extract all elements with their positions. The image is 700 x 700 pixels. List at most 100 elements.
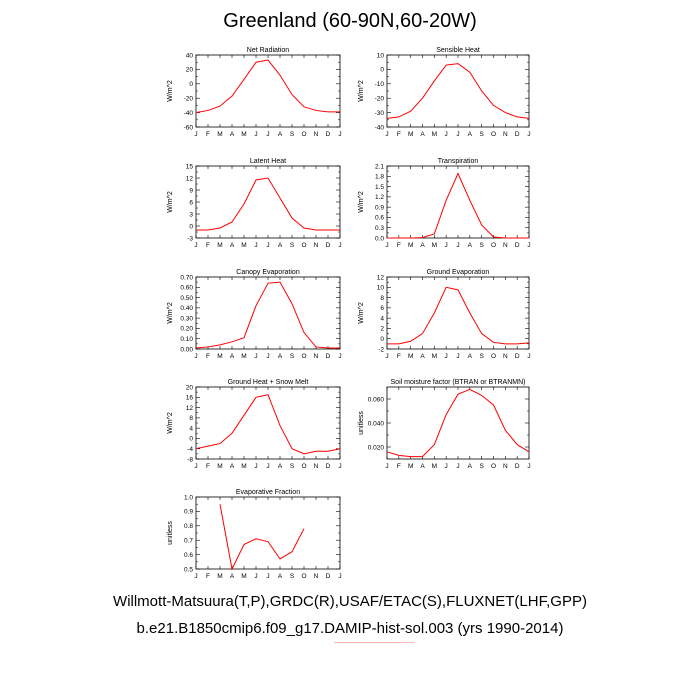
x-tick-label: A [230, 463, 235, 470]
y-axis-label: W/m^2 [167, 191, 174, 213]
y-tick-label: 2.1 [375, 163, 384, 170]
x-tick-label: S [479, 353, 484, 360]
x-tick-label: J [338, 131, 341, 138]
y-tick-label: 0.60 [180, 285, 193, 292]
x-tick-label: D [326, 131, 331, 138]
x-tick-label: N [314, 131, 319, 138]
y-tick-label: 12 [377, 274, 385, 281]
x-tick-label: J [385, 242, 388, 249]
y-tick-label: 1.5 [375, 184, 384, 191]
x-tick-label: J [445, 242, 448, 249]
y-axis-label: W/m^2 [167, 302, 174, 324]
x-tick-label: O [301, 353, 306, 360]
series-line [386, 388, 530, 458]
y-axis-label: unitless [358, 411, 365, 435]
panel-title: Transpiration [438, 158, 479, 165]
plot-frame [195, 386, 341, 460]
y-tick-label: 40 [186, 52, 194, 59]
y-tick-label: 0.20 [180, 326, 193, 333]
x-tick-label: M [432, 353, 437, 360]
series-line [196, 177, 340, 231]
x-tick-label: J [194, 573, 197, 580]
chart-panel-8: Soil moisture factor (BTRAN or BTRANMN) J… [358, 379, 531, 470]
x-tick-label: M [408, 131, 413, 138]
x-tick-label: M [408, 242, 413, 249]
x-tick-label: M [241, 463, 246, 470]
x-tick-label: J [456, 242, 459, 249]
y-tick-label: 0.7 [184, 538, 193, 545]
x-tick-label: O [301, 463, 306, 470]
y-axis-label: W/m^2 [358, 80, 365, 102]
x-tick-label: M [432, 131, 437, 138]
y-tick-label: 0.060 [368, 396, 385, 403]
y-tick-label: 2 [380, 326, 384, 333]
x-tick-label: J [254, 463, 257, 470]
x-tick-label: M [241, 131, 246, 138]
panel-title: Sensible Heat [436, 47, 480, 54]
x-tick-label: A [230, 131, 235, 138]
x-tick-label: A [278, 463, 283, 470]
x-tick-label: J [445, 463, 448, 470]
x-tick-label: D [326, 242, 331, 249]
y-tick-label: 16 [186, 395, 194, 402]
x-tick-label: F [206, 353, 210, 360]
x-tick-label: S [290, 242, 295, 249]
x-tick-label: J [254, 573, 257, 580]
x-tick-label: J [266, 131, 269, 138]
panel-title: Ground Heat + Snow Melt [228, 379, 309, 386]
y-tick-label: 0 [189, 223, 193, 230]
x-tick-label: F [206, 242, 210, 249]
x-tick-label: J [194, 242, 197, 249]
series-line [387, 286, 530, 345]
y-tick-label: -2 [378, 346, 384, 353]
x-tick-label: M [408, 463, 413, 470]
x-tick-label: J [456, 131, 459, 138]
y-tick-label: 4 [380, 315, 384, 322]
x-tick-label: A [420, 463, 425, 470]
y-tick-label: 20 [186, 67, 194, 74]
y-tick-label: 0.10 [180, 336, 193, 343]
x-tick-label: F [206, 463, 210, 470]
y-tick-label: 12 [186, 175, 194, 182]
y-tick-label: 0.9 [184, 509, 193, 516]
y-tick-label: 0.0 [375, 235, 384, 242]
x-tick-label: A [468, 353, 473, 360]
x-tick-label: J [456, 353, 459, 360]
y-tick-label: -8 [187, 456, 193, 463]
y-tick-label: 20 [186, 384, 194, 391]
x-tick-label: S [479, 242, 484, 249]
x-tick-label: S [290, 573, 295, 580]
x-tick-label: J [527, 463, 530, 470]
plot-frame [386, 165, 530, 239]
y-tick-label: 10 [377, 285, 385, 292]
y-tick-label: 0.00 [180, 346, 193, 353]
x-tick-label: F [397, 353, 401, 360]
panel-title: Evaporative Fraction [236, 489, 300, 496]
x-tick-label: J [194, 463, 197, 470]
x-tick-label: N [503, 353, 508, 360]
x-tick-label: A [468, 463, 473, 470]
series-line [195, 59, 340, 114]
x-tick-label: J [445, 131, 448, 138]
y-tick-label: 1.0 [184, 494, 193, 501]
x-tick-label: O [491, 463, 496, 470]
x-tick-label: A [468, 131, 473, 138]
x-tick-label: J [385, 131, 388, 138]
x-tick-label: N [314, 463, 319, 470]
x-tick-label: A [278, 573, 283, 580]
x-tick-label: J [527, 242, 530, 249]
x-tick-label: F [397, 242, 401, 249]
series-line [219, 504, 305, 571]
x-tick-label: N [503, 131, 508, 138]
x-tick-label: D [515, 353, 520, 360]
plot-frame [195, 165, 341, 239]
y-tick-label: 3 [189, 211, 193, 218]
x-tick-label: J [254, 242, 257, 249]
series-line [387, 172, 529, 239]
y-tick-label: -40 [184, 110, 194, 117]
